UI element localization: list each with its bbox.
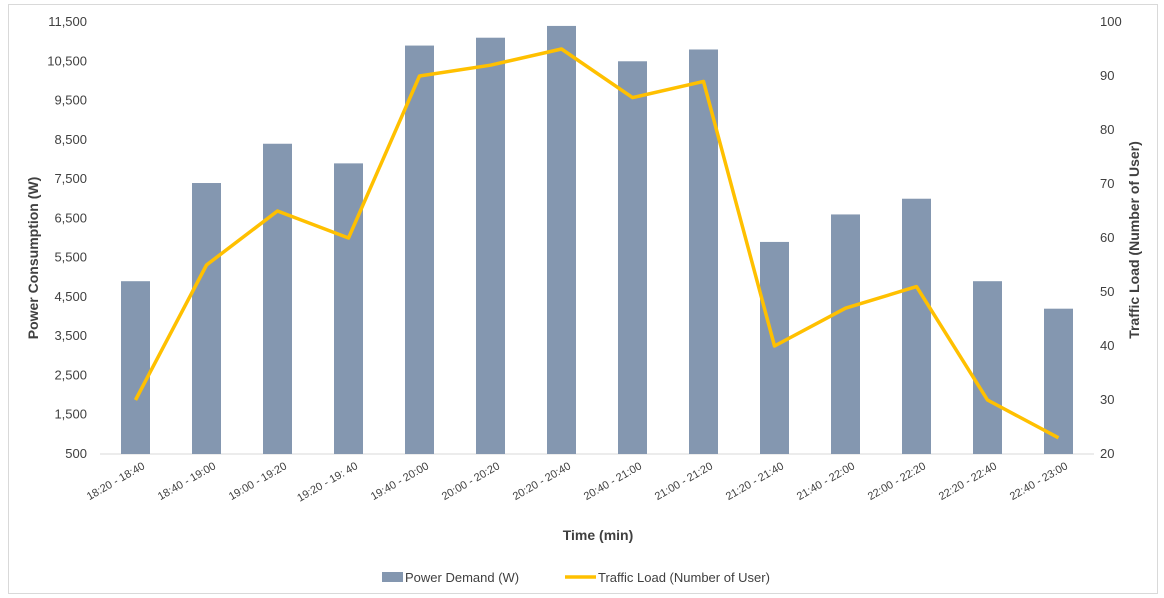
x-axis-title: Time (min) (563, 527, 634, 543)
y2-tick-label: 80 (1100, 122, 1114, 137)
y2-axis-title: Traffic Load (Number of User) (1126, 141, 1142, 339)
legend-label-traffic-load: Traffic Load (Number of User) (598, 570, 770, 585)
legend-swatch-power-demand (382, 572, 403, 582)
bar-power-demand (1044, 308, 1073, 454)
bar-power-demand (334, 163, 363, 454)
bar-power-demand (263, 143, 292, 454)
y-tick-label: 8,500 (54, 132, 87, 147)
x-tick-label: 20:40 - 21:00 (582, 460, 644, 503)
bar-power-demand (831, 214, 860, 454)
y2-tick-label: 90 (1100, 68, 1114, 83)
legend: Power Demand (W) Traffic Load (Number of… (382, 570, 770, 585)
x-tick-label: 21:20 - 21:40 (724, 460, 786, 503)
traffic-load-line (133, 47, 1060, 440)
y2-tick-label: 100 (1100, 14, 1122, 29)
x-tick-label: 19:00 - 19:20 (227, 460, 289, 503)
y-tick-label: 5,500 (54, 250, 87, 265)
left-axis-ticks: 500 1,500 2,500 3,500 4,500 5,500 6,500 7,500 8,… (47, 14, 87, 461)
y-tick-label: 1,500 (54, 407, 87, 422)
bar-power-demand (192, 183, 221, 454)
x-tick-label: 21:40 - 22:00 (795, 460, 857, 503)
bar-power-demand (405, 45, 434, 455)
x-tick-label: 18:40 - 19:00 (156, 460, 218, 503)
y-tick-label: 2,500 (54, 367, 87, 382)
x-tick-label: 18:20 - 18:40 (85, 460, 147, 503)
y-tick-label: 10,500 (47, 53, 87, 68)
bar-power-demand (476, 37, 505, 454)
y2-tick-label: 20 (1100, 446, 1114, 461)
y2-tick-label: 50 (1100, 284, 1114, 299)
y-tick-label: 3,500 (54, 328, 87, 343)
y-tick-label: 4,500 (54, 289, 87, 304)
y2-tick-label: 60 (1100, 230, 1114, 245)
legend-label-power-demand: Power Demand (W) (405, 570, 519, 585)
y2-tick-label: 40 (1100, 338, 1114, 353)
bar-power-demand (902, 198, 931, 454)
y-tick-label: 6,500 (54, 210, 87, 225)
bar-series (121, 25, 1073, 455)
bar-power-demand (689, 49, 718, 455)
x-tick-label: 19:40 - 20:00 (369, 460, 431, 503)
bar-power-demand (121, 281, 150, 454)
x-tick-label: 20:20 - 20:40 (511, 460, 573, 503)
x-axis-ticks: 18:20 - 18:40 18:40 - 19:00 19:00 - 19:20 1… (85, 460, 1070, 504)
bar-power-demand (760, 241, 789, 454)
bar-power-demand (618, 61, 647, 454)
right-axis-ticks: 20 30 40 50 60 70 80 90 100 (1100, 14, 1122, 461)
y2-tick-label: 70 (1100, 176, 1114, 191)
x-tick-label: 20:00 - 20:20 (440, 460, 502, 503)
bar-power-demand (547, 25, 576, 454)
x-tick-label: 22:40 - 23:00 (1008, 460, 1070, 503)
y-axis-title: Power Consumption (W) (25, 177, 41, 340)
y2-tick-label: 30 (1100, 392, 1114, 407)
x-tick-label: 21:00 - 21:20 (653, 460, 715, 503)
y-tick-label: 9,500 (54, 93, 87, 108)
y-tick-label: 11,500 (48, 14, 87, 29)
bar-power-demand (973, 281, 1002, 454)
x-tick-label: 22:00 - 22:20 (866, 460, 928, 503)
x-tick-label: 19:20 - 19: 40 (295, 460, 360, 504)
y-tick-label: 7,500 (54, 171, 87, 186)
x-tick-label: 22:20 - 22:40 (937, 460, 999, 503)
y-tick-label: 500 (65, 446, 87, 461)
